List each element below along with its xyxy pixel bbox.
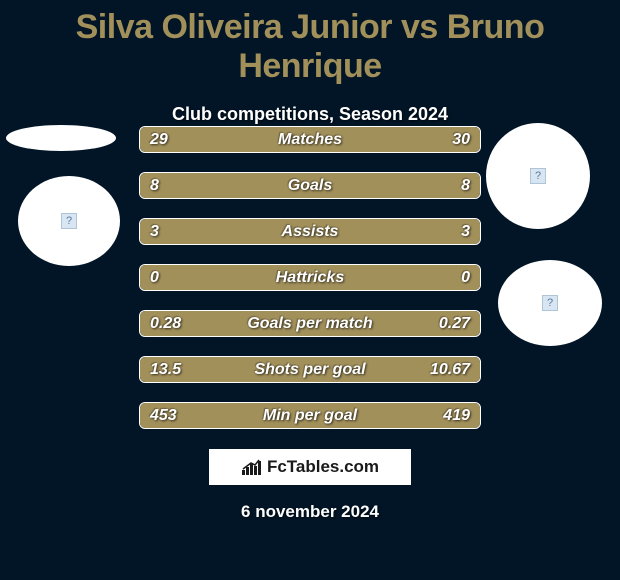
stat-row: 00Hattricks [139, 264, 481, 291]
stat-row: 88Goals [139, 172, 481, 199]
bar-chart-icon [241, 457, 263, 477]
logo-text: FcTables.com [267, 457, 379, 477]
stat-label: Min per goal [140, 403, 480, 428]
stat-label: Matches [140, 127, 480, 152]
stat-label: Goals [140, 173, 480, 198]
player-right-circle-top [486, 123, 590, 229]
image-placeholder-icon [530, 168, 546, 184]
stat-row: 13.510.67Shots per goal [139, 356, 481, 383]
player-right-circle-bottom [498, 260, 602, 346]
stat-label: Hattricks [140, 265, 480, 290]
logo-box: FcTables.com [208, 448, 412, 486]
stat-label: Assists [140, 219, 480, 244]
player-photo-ellipse [6, 125, 116, 151]
date-text: 6 november 2024 [0, 502, 620, 522]
stat-label: Goals per match [140, 311, 480, 336]
image-placeholder-icon [542, 295, 558, 311]
stat-row: 0.280.27Goals per match [139, 310, 481, 337]
stat-row: 453419Min per goal [139, 402, 481, 429]
stat-row: 2930Matches [139, 126, 481, 153]
page-subtitle: Club competitions, Season 2024 [0, 104, 620, 125]
stat-label: Shots per goal [140, 357, 480, 382]
comparison-bars: 2930Matches 88Goals 33Assists 00Hattricks 0.… [139, 126, 481, 448]
player-left-circle [18, 176, 120, 266]
page-title: Silva Oliveira Junior vs Bruno Henrique [0, 0, 620, 86]
image-placeholder-icon [61, 213, 77, 229]
stat-row: 33Assists [139, 218, 481, 245]
